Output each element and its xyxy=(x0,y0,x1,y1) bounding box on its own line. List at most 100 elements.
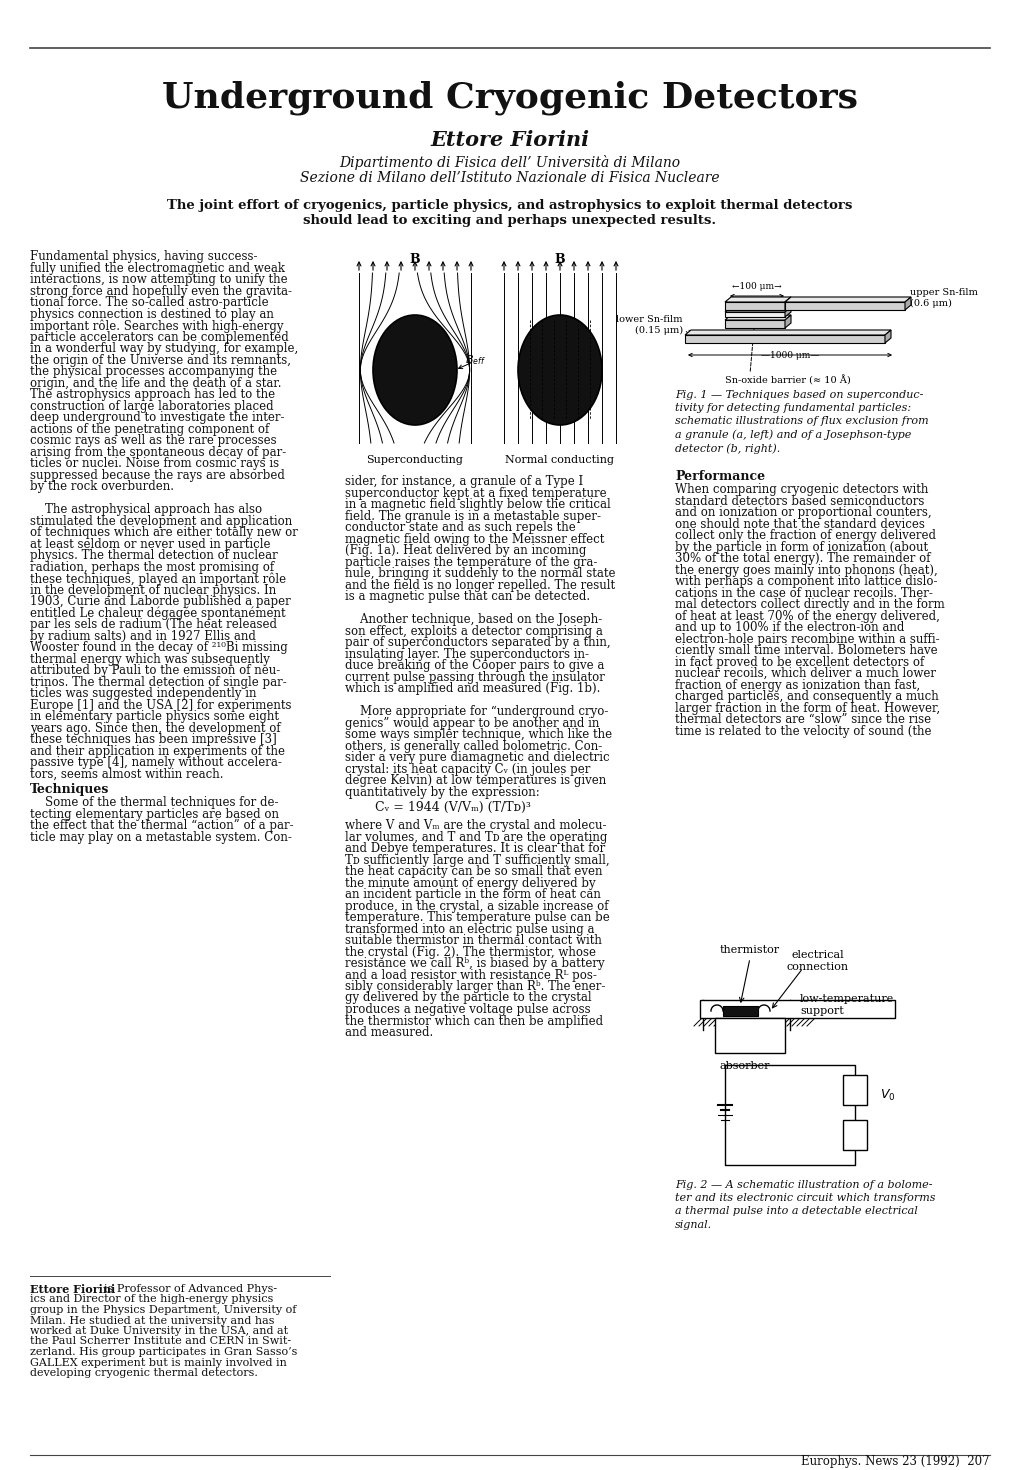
Text: Another technique, based on the Joseph-: Another technique, based on the Joseph- xyxy=(344,613,601,626)
Text: and the field is no longer repelled. The result: and the field is no longer repelled. The… xyxy=(344,579,614,591)
Text: suitable thermistor in thermal contact with: suitable thermistor in thermal contact w… xyxy=(344,933,601,947)
Text: sibly considerably larger than Rᵇ. The ener-: sibly considerably larger than Rᵇ. The e… xyxy=(344,980,605,994)
Text: interactions, is now attempting to unify the: interactions, is now attempting to unify… xyxy=(30,273,287,287)
Text: where V and Vₘ are the crystal and molecu-: where V and Vₘ are the crystal and molec… xyxy=(344,819,606,832)
Text: physics connection is destined to play an: physics connection is destined to play a… xyxy=(30,307,274,320)
Text: stimulated the development and application: stimulated the development and applicati… xyxy=(30,514,292,528)
Polygon shape xyxy=(785,307,790,318)
Text: and a load resistor with resistance Rᴸ pos-: and a load resistor with resistance Rᴸ p… xyxy=(344,969,596,982)
Text: larger fraction in the form of heat. However,: larger fraction in the form of heat. How… xyxy=(675,701,940,714)
Text: The astrophysics approach has led to the: The astrophysics approach has led to the xyxy=(30,388,275,401)
Text: suppressed because the rays are absorbed: suppressed because the rays are absorbed xyxy=(30,469,284,482)
Text: in a magnetic field slightly below the critical: in a magnetic field slightly below the c… xyxy=(344,498,610,512)
Text: $V_0$: $V_0$ xyxy=(879,1088,895,1102)
Text: current pulse passing through the insulator: current pulse passing through the insula… xyxy=(344,670,604,684)
Text: When comparing cryogenic detectors with: When comparing cryogenic detectors with xyxy=(675,484,927,495)
Polygon shape xyxy=(685,335,884,343)
Text: (Fig. 1a). Heat delivered by an incoming: (Fig. 1a). Heat delivered by an incoming xyxy=(344,544,586,557)
Text: ticle may play on a metastable system. Con-: ticle may play on a metastable system. C… xyxy=(30,831,291,844)
Text: 1903, Curie and Laborde published a paper: 1903, Curie and Laborde published a pape… xyxy=(30,595,290,609)
Polygon shape xyxy=(725,312,785,318)
Text: nuclear recoils, which deliver a much lower: nuclear recoils, which deliver a much lo… xyxy=(675,667,935,681)
Text: conductor state and as such repels the: conductor state and as such repels the xyxy=(344,520,575,534)
Text: trinos. The thermal detection of single par-: trinos. The thermal detection of single … xyxy=(30,676,286,688)
Text: gy delivered by the particle to the crystal: gy delivered by the particle to the crys… xyxy=(344,991,591,1004)
Text: is a magnetic pulse that can be detected.: is a magnetic pulse that can be detected… xyxy=(344,589,590,603)
Text: Some of the thermal techniques for de-: Some of the thermal techniques for de- xyxy=(30,795,278,809)
Text: the physical processes accompanying the: the physical processes accompanying the xyxy=(30,365,277,378)
Text: The astrophysical approach has also: The astrophysical approach has also xyxy=(30,503,262,516)
Text: Europe [1] and the USA [2] for experiments: Europe [1] and the USA [2] for experimen… xyxy=(30,698,291,711)
Text: particle accelerators can be complemented: particle accelerators can be complemente… xyxy=(30,331,288,344)
Text: magnetic field owing to the Meissner effect: magnetic field owing to the Meissner eff… xyxy=(344,532,604,545)
Text: in fact proved to be excellent detectors of: in fact proved to be excellent detectors… xyxy=(675,656,923,669)
Text: particle raises the temperature of the gra-: particle raises the temperature of the g… xyxy=(344,556,597,569)
Text: Superconducting: Superconducting xyxy=(366,456,463,465)
Text: developing cryogenic thermal detectors.: developing cryogenic thermal detectors. xyxy=(30,1369,258,1377)
Text: worked at Duke University in the USA, and at: worked at Duke University in the USA, an… xyxy=(30,1326,287,1336)
Ellipse shape xyxy=(373,315,457,425)
Text: Fig. 1 — Techniques based on superconduc-
tivity for detecting fundamental parti: Fig. 1 — Techniques based on superconduc… xyxy=(675,390,927,454)
Text: important rôle. Searches with high-energy: important rôle. Searches with high-energ… xyxy=(30,319,283,332)
Text: produce, in the crystal, a sizable increase of: produce, in the crystal, a sizable incre… xyxy=(344,900,608,913)
Text: thermal detectors are “slow” since the rise: thermal detectors are “slow” since the r… xyxy=(675,713,930,726)
Text: produces a negative voltage pulse across: produces a negative voltage pulse across xyxy=(344,1003,590,1016)
Text: B: B xyxy=(554,253,565,266)
Text: transformed into an electric pulse using a: transformed into an electric pulse using… xyxy=(344,923,594,935)
Polygon shape xyxy=(725,297,790,301)
Text: upper Sn-film
(0.6 μm): upper Sn-film (0.6 μm) xyxy=(909,288,977,309)
Text: zerland. His group participates in Gran Sasso’s: zerland. His group participates in Gran … xyxy=(30,1347,298,1357)
Text: deep underground to investigate the inter-: deep underground to investigate the inte… xyxy=(30,412,284,423)
Text: degree Kelvin) at low temperatures is given: degree Kelvin) at low temperatures is gi… xyxy=(344,775,605,786)
Text: of heat at least 70% of the energy delivered,: of heat at least 70% of the energy deliv… xyxy=(675,610,938,622)
Text: of techniques which are either totally new or: of techniques which are either totally n… xyxy=(30,526,298,539)
Text: quantitatively by the expression:: quantitatively by the expression: xyxy=(344,785,539,798)
Text: —1000 μm—: —1000 μm— xyxy=(760,351,818,360)
Text: Milan. He studied at the university and has: Milan. He studied at the university and … xyxy=(30,1316,274,1326)
Text: the Paul Scherrer Institute and CERN in Swit-: the Paul Scherrer Institute and CERN in … xyxy=(30,1336,290,1347)
Ellipse shape xyxy=(518,315,601,425)
Text: superconductor kept at a fixed temperature: superconductor kept at a fixed temperatu… xyxy=(344,487,606,500)
Text: thermal energy which was subsequently: thermal energy which was subsequently xyxy=(30,653,270,666)
Text: the effect that the thermal “action” of a par-: the effect that the thermal “action” of … xyxy=(30,819,293,832)
Text: sider a very pure diamagnetic and dielectric: sider a very pure diamagnetic and dielec… xyxy=(344,751,609,764)
Text: electron-hole pairs recombine within a suffi-: electron-hole pairs recombine within a s… xyxy=(675,632,938,645)
Text: entitled Le chaleur dégagée spontanément: entitled Le chaleur dégagée spontanément xyxy=(30,607,285,620)
Text: actions of the penetrating component of: actions of the penetrating component of xyxy=(30,422,269,435)
Text: absorber: absorber xyxy=(719,1061,769,1072)
Text: construction of large laboratories placed: construction of large laboratories place… xyxy=(30,400,273,413)
Polygon shape xyxy=(904,297,910,310)
Text: others, is generally called bolometric. Con-: others, is generally called bolometric. … xyxy=(344,739,601,753)
Text: strong force and hopefully even the gravita-: strong force and hopefully even the grav… xyxy=(30,285,291,297)
Text: Normal conducting: Normal conducting xyxy=(505,456,613,465)
Text: in elementary particle physics some eight: in elementary particle physics some eigh… xyxy=(30,710,279,723)
Text: and on ionization or proportional counters,: and on ionization or proportional counte… xyxy=(675,506,930,519)
Text: par les sels de radium (The heat released: par les sels de radium (The heat release… xyxy=(30,617,277,631)
Text: Fundamental physics, having success-: Fundamental physics, having success- xyxy=(30,250,257,263)
Polygon shape xyxy=(725,301,785,310)
Text: passive type [4], namely without accelera-: passive type [4], namely without acceler… xyxy=(30,756,281,769)
Text: $R_b$: $R_b$ xyxy=(846,1127,862,1142)
Text: tors, seems almost within reach.: tors, seems almost within reach. xyxy=(30,767,223,781)
Text: these techniques, played an important rôle: these techniques, played an important rô… xyxy=(30,572,286,585)
Text: temperature. This temperature pulse can be: temperature. This temperature pulse can … xyxy=(344,911,609,925)
Text: arising from the spontaneous decay of par-: arising from the spontaneous decay of pa… xyxy=(30,445,286,459)
Polygon shape xyxy=(725,315,790,320)
Text: duce breaking of the Cooper pairs to give a: duce breaking of the Cooper pairs to giv… xyxy=(344,659,604,672)
Text: Underground Cryogenic Detectors: Underground Cryogenic Detectors xyxy=(162,81,857,115)
Text: and measured.: and measured. xyxy=(344,1026,433,1039)
Text: Cᵥ = 1944 (V/Vₘ) (T/Tᴅ)³: Cᵥ = 1944 (V/Vₘ) (T/Tᴅ)³ xyxy=(375,801,530,814)
Text: electrical
connection: electrical connection xyxy=(787,950,848,972)
Polygon shape xyxy=(725,307,790,312)
Text: ciently small time interval. Bolometers have: ciently small time interval. Bolometers … xyxy=(675,644,936,657)
Text: which is amplified and measured (Fig. 1b).: which is amplified and measured (Fig. 1b… xyxy=(344,682,600,695)
Text: and Debye temperatures. It is clear that for: and Debye temperatures. It is clear that… xyxy=(344,842,604,856)
Text: sider, for instance, a granule of a Type I: sider, for instance, a granule of a Type… xyxy=(344,475,583,488)
Text: Wooster found in the decay of ²¹⁰Bi missing: Wooster found in the decay of ²¹⁰Bi miss… xyxy=(30,641,287,654)
Text: resistance we call Rᵇ, is biased by a battery: resistance we call Rᵇ, is biased by a ba… xyxy=(344,957,604,970)
Text: Sezione di Milano dell’Istituto Nazionale di Fisica Nucleare: Sezione di Milano dell’Istituto Nazional… xyxy=(300,171,719,185)
Text: at least seldom or never used in particle: at least seldom or never used in particl… xyxy=(30,538,270,550)
Text: by the particle in form of ionization (about: by the particle in form of ionization (a… xyxy=(675,541,927,554)
Polygon shape xyxy=(884,329,891,343)
Polygon shape xyxy=(722,1005,757,1016)
